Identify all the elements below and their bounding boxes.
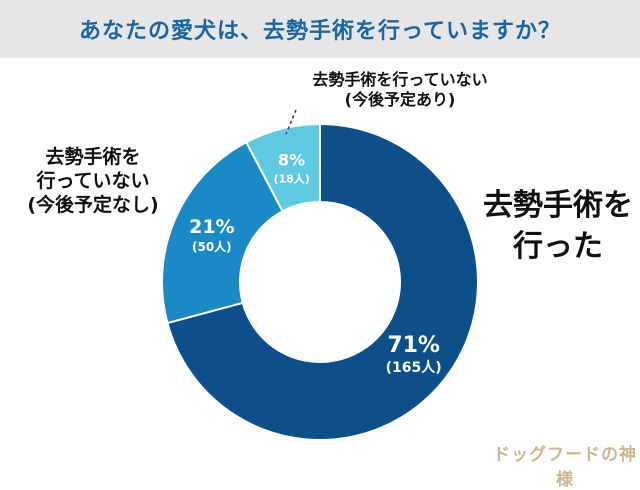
callout-done-line-2: 行った — [513, 228, 603, 264]
donut-chart: 71%(165人) 21%(50人) 8% (18人) — [161, 109, 479, 441]
callout-not-planned-line-3: (今後予定なし) — [27, 193, 159, 216]
callout-not-planned: 去勢手術を 行っていない (今後予定なし) — [8, 146, 178, 217]
callout-done: 去勢手術を 行った — [478, 186, 638, 267]
slice-count-label-1: (50人) — [192, 239, 232, 254]
chart-title: あなたの愛犬は、去勢手術を行っていますか？ — [79, 19, 561, 44]
slice-percent-label-2: 8% — [278, 150, 305, 169]
callout-planned-line-1: 去勢手術を行っていない — [312, 70, 488, 89]
slice-percent-label-0: 71% — [387, 333, 440, 358]
slice-percent-label-1: 21% — [189, 216, 234, 238]
donut-slice-1 — [161, 140, 285, 325]
callout-done-line-1: 去勢手術を — [483, 188, 633, 223]
callout-not-planned-line-2: 行っていない — [36, 169, 150, 192]
slice-count-label-0: (165人) — [386, 359, 442, 376]
slice-count-label-2: (18人) — [273, 171, 309, 185]
title-bar: あなたの愛犬は、去勢手術を行っていますか？ — [0, 0, 640, 58]
watermark-text: ドッグフードの神様 — [493, 445, 637, 490]
donut-slice-0 — [166, 122, 479, 441]
callout-planned-line-2: (今後予定あり) — [344, 90, 456, 109]
callout-not-planned-line-1: 去勢手術を — [45, 146, 141, 168]
donut-slice-2 — [244, 122, 321, 213]
callout-planned: 去勢手術を行っていない (今後予定あり) — [270, 70, 530, 110]
watermark-logo: ドッグフードの神様 — [492, 440, 638, 490]
callout-leader-line — [285, 109, 297, 135]
